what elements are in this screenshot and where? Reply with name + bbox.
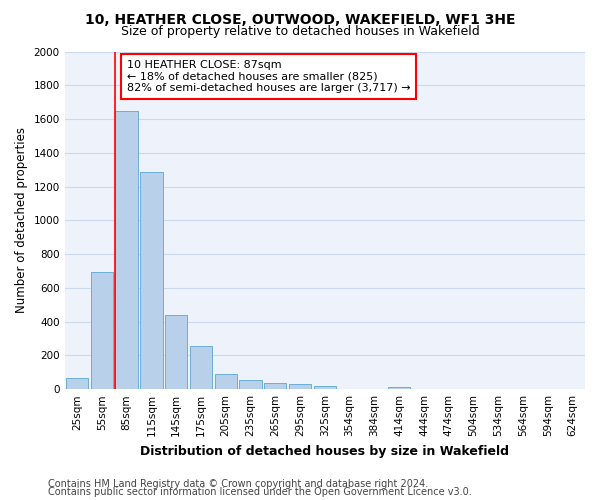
Bar [289,384,311,389]
Text: Size of property relative to detached houses in Wakefield: Size of property relative to detached ho… [121,25,479,38]
Bar [115,112,138,389]
Text: 10 HEATHER CLOSE: 87sqm
← 18% of detached houses are smaller (825)
82% of semi-d: 10 HEATHER CLOSE: 87sqm ← 18% of detache… [127,60,410,93]
Bar [140,172,163,389]
Bar [215,374,237,389]
Bar [264,383,286,389]
Bar [388,386,410,389]
Bar [190,346,212,389]
Bar [165,315,187,389]
Y-axis label: Number of detached properties: Number of detached properties [15,128,28,314]
Bar [66,378,88,389]
Text: Contains HM Land Registry data © Crown copyright and database right 2024.: Contains HM Land Registry data © Crown c… [48,479,428,489]
Bar [239,380,262,389]
X-axis label: Distribution of detached houses by size in Wakefield: Distribution of detached houses by size … [140,444,509,458]
Text: Contains public sector information licensed under the Open Government Licence v3: Contains public sector information licen… [48,487,472,497]
Text: 10, HEATHER CLOSE, OUTWOOD, WAKEFIELD, WF1 3HE: 10, HEATHER CLOSE, OUTWOOD, WAKEFIELD, W… [85,12,515,26]
Bar [314,386,336,389]
Bar [91,272,113,389]
